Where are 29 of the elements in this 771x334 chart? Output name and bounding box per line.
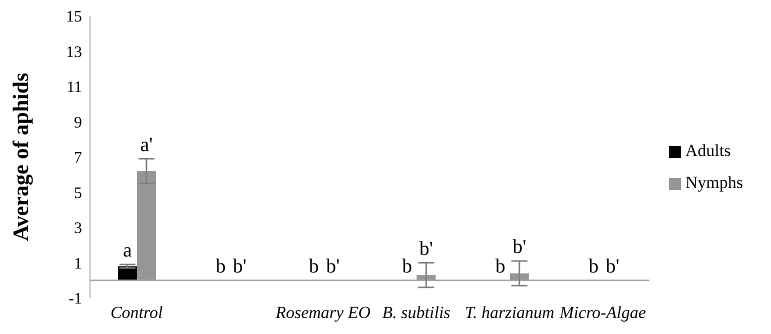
y-axis-title: Average of aphids: [8, 72, 33, 242]
y-tick-label: 5: [74, 184, 82, 202]
x-tick-label: T. harzianum: [464, 303, 554, 322]
data-label: b': [512, 236, 526, 258]
data-label: b: [588, 255, 599, 278]
data-label: b: [402, 255, 412, 278]
data-label: b: [308, 255, 319, 278]
legend-label: Adults: [685, 141, 731, 160]
data-label: b: [495, 255, 506, 278]
data-label: b': [419, 238, 433, 260]
x-tick-label: B. subtilis: [382, 303, 451, 322]
legend-label: Nymphs: [685, 173, 743, 192]
data-label: b: [216, 255, 226, 278]
data-label: b': [326, 255, 340, 278]
x-tick-label: Control: [110, 303, 164, 322]
data-label: a: [123, 240, 132, 262]
y-tick-label: -1: [68, 290, 82, 308]
y-tick-label: 15: [66, 8, 82, 26]
y-tick-label: 7: [74, 150, 82, 167]
data-label: a': [140, 134, 153, 156]
y-tick-label: 11: [66, 79, 82, 96]
x-tick-label: Rosemary EO: [274, 303, 371, 322]
y-tick-label: 1: [74, 255, 82, 272]
y-tick-label: 3: [74, 220, 82, 238]
y-tick-label: 13: [66, 44, 82, 61]
data-label: b': [606, 255, 620, 278]
data-label: b': [232, 255, 247, 278]
y-tick-label: 9: [74, 114, 82, 132]
x-tick-label: Micro-Algae: [558, 303, 646, 322]
